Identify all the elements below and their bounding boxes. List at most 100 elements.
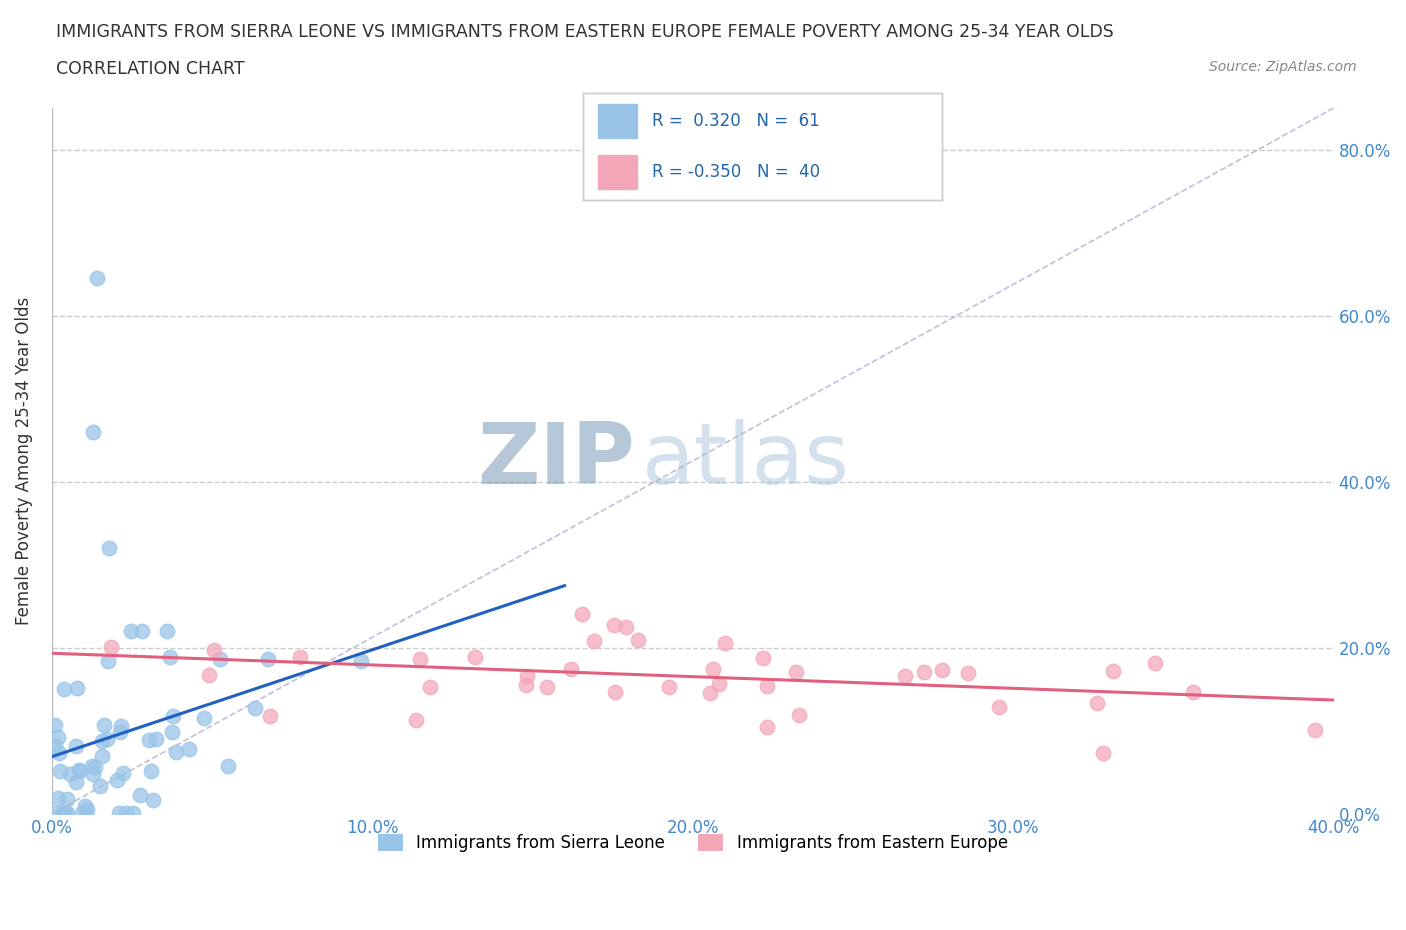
Point xyxy=(156,624,179,639)
Point xyxy=(1092,746,1115,761)
Point xyxy=(893,669,915,684)
Point xyxy=(1144,656,1167,671)
Point xyxy=(988,700,1011,715)
Point xyxy=(1085,696,1108,711)
Point xyxy=(931,662,953,677)
Point xyxy=(69,764,91,778)
Point xyxy=(560,661,582,676)
Point xyxy=(86,271,108,286)
Point xyxy=(93,718,115,733)
Point xyxy=(91,749,114,764)
Point xyxy=(419,679,441,694)
Point xyxy=(72,805,94,820)
Point xyxy=(98,540,121,555)
Point xyxy=(59,766,82,781)
Point xyxy=(44,718,66,733)
Point xyxy=(536,680,558,695)
Point xyxy=(603,618,626,632)
Point xyxy=(582,633,605,648)
Point xyxy=(141,792,163,807)
Point xyxy=(702,662,724,677)
Point xyxy=(65,738,87,753)
Text: IMMIGRANTS FROM SIERRA LEONE VS IMMIGRANTS FROM EASTERN EUROPE FEMALE POVERTY AM: IMMIGRANTS FROM SIERRA LEONE VS IMMIGRAN… xyxy=(56,23,1114,41)
Point xyxy=(89,778,111,793)
Point xyxy=(245,700,267,715)
Point xyxy=(627,632,650,647)
Point xyxy=(515,677,537,692)
Point xyxy=(1303,723,1326,737)
Point xyxy=(350,654,373,669)
Legend: Immigrants from Sierra Leone, Immigrants from Eastern Europe: Immigrants from Sierra Leone, Immigrants… xyxy=(371,827,1014,858)
Point xyxy=(76,802,98,817)
Point xyxy=(120,624,142,639)
Point xyxy=(100,639,122,654)
Point xyxy=(44,805,66,820)
Point xyxy=(73,798,96,813)
Point xyxy=(755,720,778,735)
Point xyxy=(288,650,311,665)
Text: R =  0.320   N =  61: R = 0.320 N = 61 xyxy=(651,112,820,130)
Text: Source: ZipAtlas.com: Source: ZipAtlas.com xyxy=(1209,60,1357,74)
Text: R = -0.350   N =  40: R = -0.350 N = 40 xyxy=(651,163,820,181)
Y-axis label: Female Poverty Among 25-34 Year Olds: Female Poverty Among 25-34 Year Olds xyxy=(15,297,32,625)
Point xyxy=(48,745,70,760)
Point xyxy=(165,745,187,760)
Point xyxy=(571,606,593,621)
Point xyxy=(46,790,69,805)
Text: ZIP: ZIP xyxy=(477,419,636,502)
Point xyxy=(956,666,979,681)
Point xyxy=(82,424,104,439)
Point xyxy=(80,758,103,773)
Point xyxy=(82,766,104,781)
Point xyxy=(129,788,152,803)
Point xyxy=(409,651,432,666)
Point xyxy=(464,650,486,665)
Point xyxy=(49,764,72,778)
Bar xyxy=(598,155,637,190)
Point xyxy=(912,665,935,680)
Point xyxy=(56,805,79,820)
Point xyxy=(755,679,778,694)
Point xyxy=(56,791,79,806)
Point xyxy=(1102,664,1125,679)
Point xyxy=(699,685,721,700)
Text: CORRELATION CHART: CORRELATION CHART xyxy=(56,60,245,78)
Point xyxy=(105,773,128,788)
Point xyxy=(209,652,232,667)
Point xyxy=(217,759,239,774)
Point xyxy=(259,709,281,724)
Point xyxy=(139,764,162,778)
Point xyxy=(67,763,90,777)
Point xyxy=(714,636,737,651)
Point xyxy=(66,681,89,696)
Text: atlas: atlas xyxy=(641,419,849,502)
Point xyxy=(53,805,76,820)
Point xyxy=(52,805,75,820)
Point xyxy=(53,682,76,697)
Point xyxy=(785,664,807,679)
Point xyxy=(1181,684,1204,699)
Point xyxy=(96,731,118,746)
Point xyxy=(789,708,811,723)
Point xyxy=(257,651,280,666)
Point xyxy=(198,668,221,683)
Point xyxy=(48,730,70,745)
Point xyxy=(75,805,97,820)
Point xyxy=(44,738,66,753)
Point xyxy=(204,643,226,658)
Point xyxy=(707,676,730,691)
Point xyxy=(65,775,87,790)
Point xyxy=(131,624,153,639)
Point xyxy=(516,669,538,684)
Point xyxy=(107,805,129,820)
Point xyxy=(162,724,184,739)
Point xyxy=(110,718,132,733)
Point xyxy=(138,733,160,748)
Point xyxy=(177,741,200,756)
Point xyxy=(603,684,626,699)
Point xyxy=(115,805,138,820)
Point xyxy=(122,805,145,820)
Point xyxy=(51,805,73,820)
Point xyxy=(97,654,120,669)
Point xyxy=(616,619,638,634)
